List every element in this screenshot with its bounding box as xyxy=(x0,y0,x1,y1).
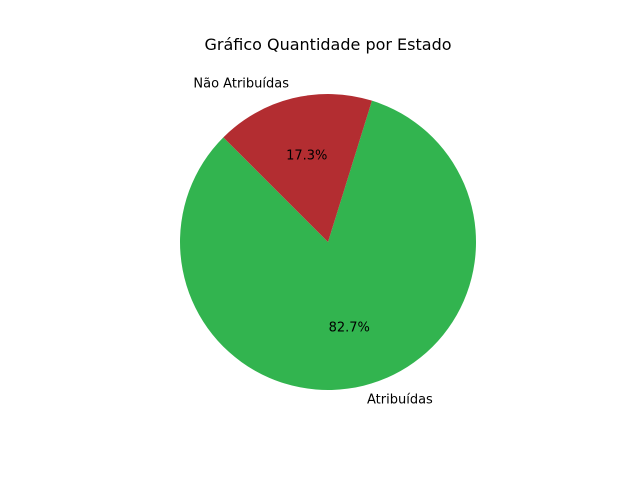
slice-percent-atribuidas: 82.7% xyxy=(329,321,370,336)
pie-slices xyxy=(180,94,476,390)
chart-title: Gráfico Quantidade por Estado xyxy=(204,35,451,54)
slice-label-atribuidas: Atribuídas xyxy=(367,393,433,408)
slice-label-nao-atribuidas: Não Atribuídas xyxy=(193,76,289,91)
slice-percent-nao-atribuidas: 17.3% xyxy=(286,148,327,163)
